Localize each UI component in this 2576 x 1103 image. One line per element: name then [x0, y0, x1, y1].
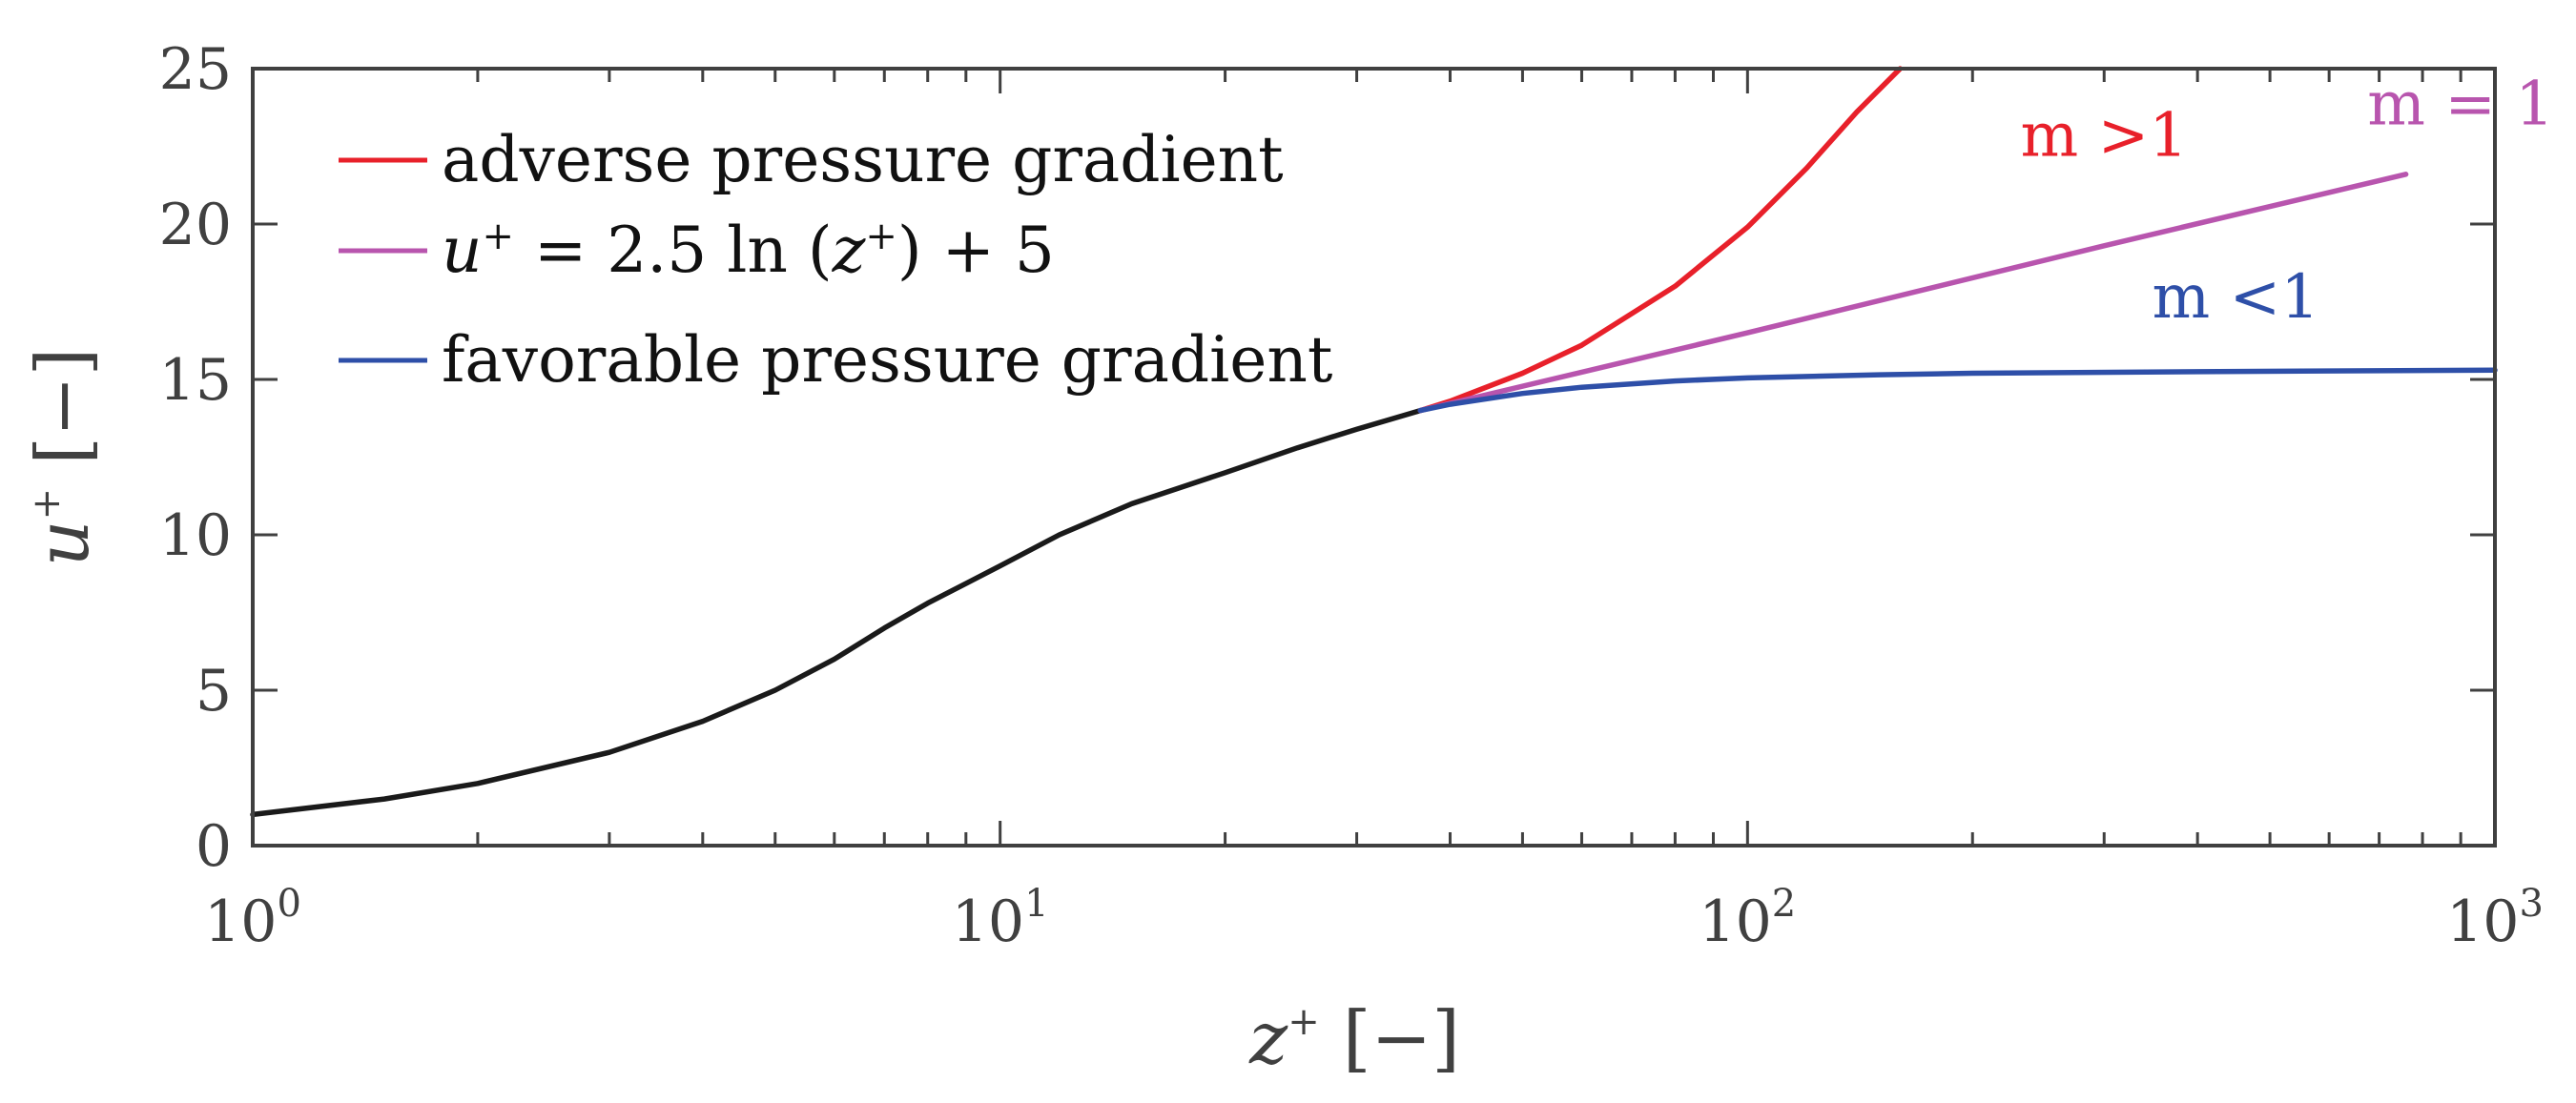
- annotations-group: m >1 m = 1 m <1: [2021, 70, 2554, 333]
- y-tick-label: 10: [159, 502, 232, 569]
- y-axis-title: u+ [−]: [20, 348, 105, 567]
- annotation-m-lt-1: m <1: [2153, 262, 2319, 333]
- legend: adverse pressure gradient u+ = 2.5 ln (z…: [339, 123, 1332, 397]
- series-line-log-law: [1417, 172, 2409, 414]
- y-tick-label: 5: [196, 658, 232, 725]
- legend-label-adverse: adverse pressure gradient: [442, 123, 1284, 196]
- data-series-group: [250, 66, 2498, 818]
- x-tick-label: 102: [1699, 882, 1796, 955]
- x-tick-label: 100: [204, 882, 301, 955]
- legend-label-favorable: favorable pressure gradient: [442, 323, 1332, 397]
- annotation-m-gt-1: m >1: [2021, 100, 2188, 171]
- series-line-common: [250, 407, 1424, 818]
- y-tick-label: 25: [159, 36, 232, 103]
- x-axis-title: z+ [−]: [1248, 995, 1460, 1080]
- series-line-adverse: [1417, 66, 1904, 414]
- series-line-favorable: [1417, 367, 2498, 414]
- y-tick-label: 20: [159, 192, 232, 258]
- legend-label-log-law: u+ = 2.5 ln (z+) + 5: [442, 214, 1055, 287]
- x-tick-label: 103: [2446, 882, 2544, 955]
- x-tick-label: 101: [952, 882, 1049, 955]
- plot-frame: [251, 67, 2497, 848]
- y-tick-label: 15: [159, 347, 232, 414]
- y-tick-label: 0: [196, 813, 232, 880]
- tick-labels-group: 0 5 10 15 20 25 100 101 102 103: [159, 36, 2544, 955]
- annotation-m-eq-1: m = 1: [2367, 70, 2554, 140]
- tick-marks-group: [251, 67, 2495, 848]
